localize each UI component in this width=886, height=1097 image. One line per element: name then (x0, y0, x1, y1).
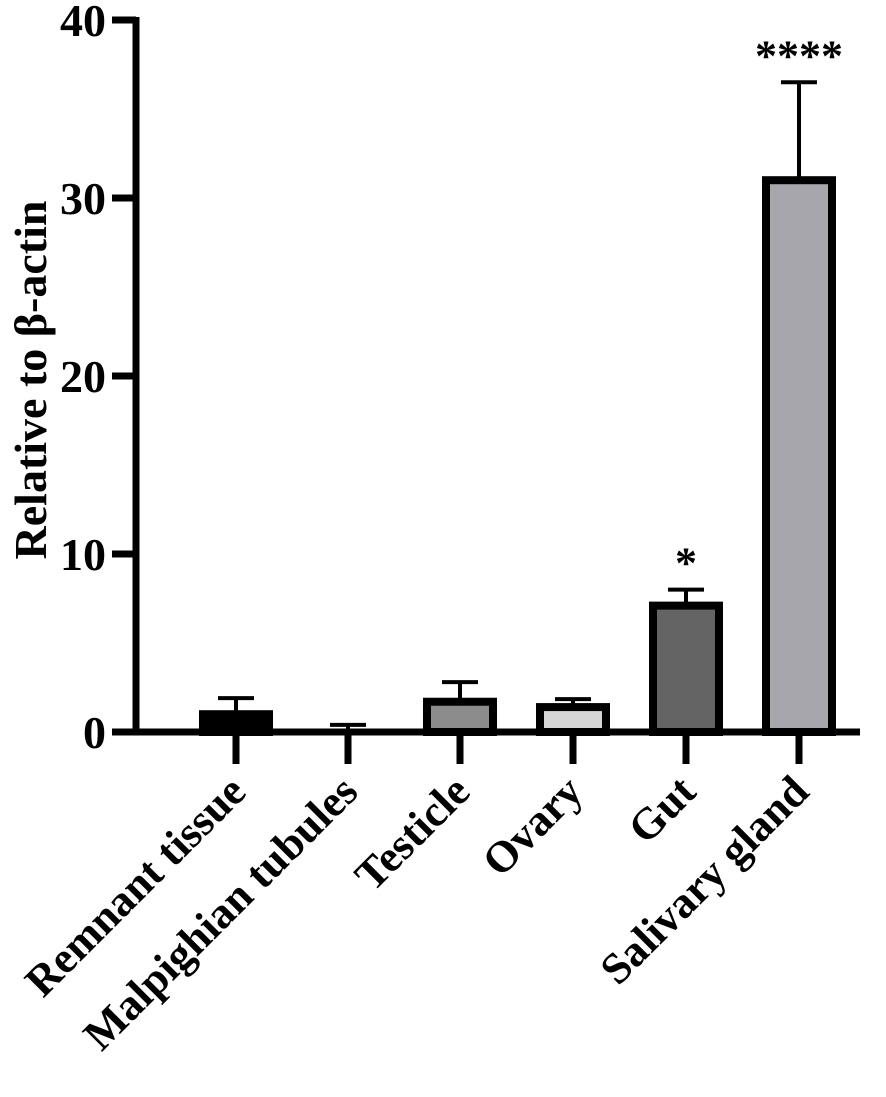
y-tick-label: 0 (83, 707, 106, 758)
significance-labels: ***** (675, 31, 843, 587)
error-bars (218, 80, 817, 732)
bar-5 (762, 176, 836, 736)
bar-2 (423, 697, 497, 736)
y-axis-ticks: 0 10 20 30 40 (60, 0, 136, 758)
x-category-label-3: Ovary (473, 766, 592, 885)
bar-3 (536, 703, 610, 737)
y-tick-label: 10 (60, 529, 106, 580)
significance-label-5: **** (755, 31, 843, 80)
significance-label-4: * (675, 539, 697, 588)
y-axis-title: Relative to β-actin (5, 201, 56, 560)
x-category-label-2: Testicle (345, 766, 479, 900)
x-axis-ticks (232, 732, 803, 764)
y-tick-label: 20 (60, 351, 106, 402)
bar-4 (649, 601, 723, 736)
x-category-label-4: Gut (619, 766, 706, 853)
y-tick-label: 30 (60, 173, 106, 224)
bars (199, 176, 836, 737)
y-tick-label: 40 (60, 0, 106, 46)
